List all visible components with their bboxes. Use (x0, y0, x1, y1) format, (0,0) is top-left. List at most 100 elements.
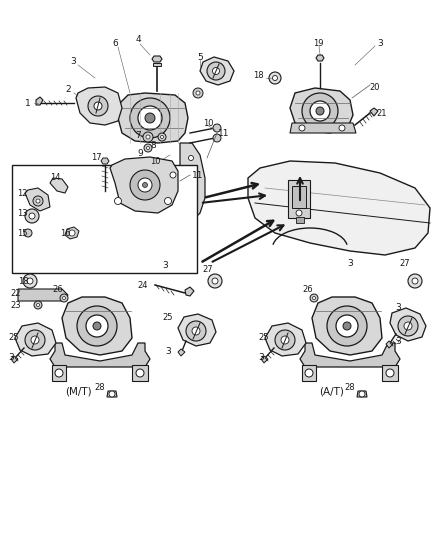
Polygon shape (382, 365, 398, 381)
Text: 20: 20 (370, 84, 380, 93)
Circle shape (296, 210, 302, 216)
Circle shape (212, 278, 218, 284)
Text: 3: 3 (258, 353, 264, 362)
Text: 3: 3 (70, 56, 76, 66)
Text: 5: 5 (197, 52, 203, 61)
Circle shape (130, 170, 160, 200)
Circle shape (386, 369, 394, 377)
Circle shape (213, 124, 221, 132)
Text: 4: 4 (135, 36, 141, 44)
Text: 3: 3 (377, 38, 383, 47)
Circle shape (36, 199, 40, 203)
Circle shape (88, 96, 108, 116)
Polygon shape (132, 365, 148, 381)
Polygon shape (50, 178, 68, 193)
Polygon shape (248, 161, 430, 255)
Polygon shape (386, 341, 393, 348)
Circle shape (160, 135, 163, 139)
Text: 10: 10 (203, 118, 213, 127)
Circle shape (142, 182, 148, 188)
Text: 18: 18 (18, 277, 28, 286)
Circle shape (165, 198, 172, 205)
Polygon shape (178, 349, 185, 356)
Circle shape (316, 107, 324, 115)
Polygon shape (265, 323, 306, 356)
Polygon shape (110, 157, 178, 213)
Circle shape (208, 274, 222, 288)
Circle shape (146, 135, 150, 139)
Circle shape (31, 336, 39, 344)
Polygon shape (390, 308, 426, 341)
Text: 3: 3 (8, 353, 14, 362)
Circle shape (93, 322, 101, 330)
Polygon shape (25, 188, 50, 211)
Text: 19: 19 (313, 38, 323, 47)
Polygon shape (107, 391, 117, 397)
Circle shape (23, 274, 37, 288)
Polygon shape (290, 123, 356, 133)
Text: 27: 27 (400, 259, 410, 268)
Circle shape (29, 213, 35, 219)
Text: 25: 25 (258, 334, 268, 343)
Polygon shape (178, 314, 216, 346)
Polygon shape (18, 289, 68, 301)
Circle shape (158, 133, 166, 141)
Text: 8: 8 (150, 141, 156, 149)
Circle shape (138, 106, 162, 130)
Polygon shape (11, 356, 18, 363)
Polygon shape (178, 143, 205, 221)
Text: 17: 17 (91, 152, 101, 161)
Text: 14: 14 (50, 174, 60, 182)
Polygon shape (50, 343, 150, 367)
Polygon shape (101, 158, 109, 164)
Text: 15: 15 (17, 229, 27, 238)
Polygon shape (152, 56, 162, 62)
Text: 12: 12 (17, 189, 27, 198)
Circle shape (272, 76, 278, 80)
Text: 6: 6 (112, 39, 118, 49)
Polygon shape (370, 108, 378, 116)
Text: 7: 7 (135, 131, 141, 140)
Circle shape (196, 91, 200, 95)
Text: 3: 3 (162, 261, 168, 270)
Circle shape (94, 102, 102, 110)
Polygon shape (316, 55, 324, 61)
Circle shape (207, 62, 225, 80)
Text: (A/T): (A/T) (320, 386, 344, 396)
Text: 10: 10 (150, 157, 160, 166)
Text: 27: 27 (203, 264, 213, 273)
Circle shape (34, 301, 42, 309)
Circle shape (188, 175, 194, 181)
Text: 24: 24 (138, 280, 148, 289)
Circle shape (55, 369, 63, 377)
Circle shape (25, 209, 39, 223)
Text: 16: 16 (60, 229, 71, 238)
Text: 26: 26 (52, 285, 63, 294)
Text: 28: 28 (95, 384, 105, 392)
Circle shape (143, 132, 153, 142)
Circle shape (136, 369, 144, 377)
Text: 21: 21 (377, 109, 387, 117)
Polygon shape (261, 356, 268, 363)
Circle shape (188, 208, 194, 214)
Circle shape (144, 144, 152, 152)
Polygon shape (300, 343, 400, 367)
Circle shape (336, 315, 358, 337)
Polygon shape (15, 323, 56, 356)
Polygon shape (62, 297, 132, 355)
Circle shape (114, 198, 121, 205)
Circle shape (188, 156, 194, 160)
Text: 3: 3 (395, 336, 401, 345)
Polygon shape (357, 391, 367, 397)
Polygon shape (200, 57, 234, 85)
Circle shape (170, 172, 176, 178)
Text: 9: 9 (137, 149, 143, 157)
Circle shape (69, 230, 75, 236)
Circle shape (192, 327, 200, 335)
Circle shape (408, 274, 422, 288)
Polygon shape (36, 97, 43, 105)
Text: 22: 22 (10, 288, 21, 297)
Circle shape (109, 391, 115, 397)
Circle shape (145, 113, 155, 123)
Text: 23: 23 (10, 301, 21, 310)
